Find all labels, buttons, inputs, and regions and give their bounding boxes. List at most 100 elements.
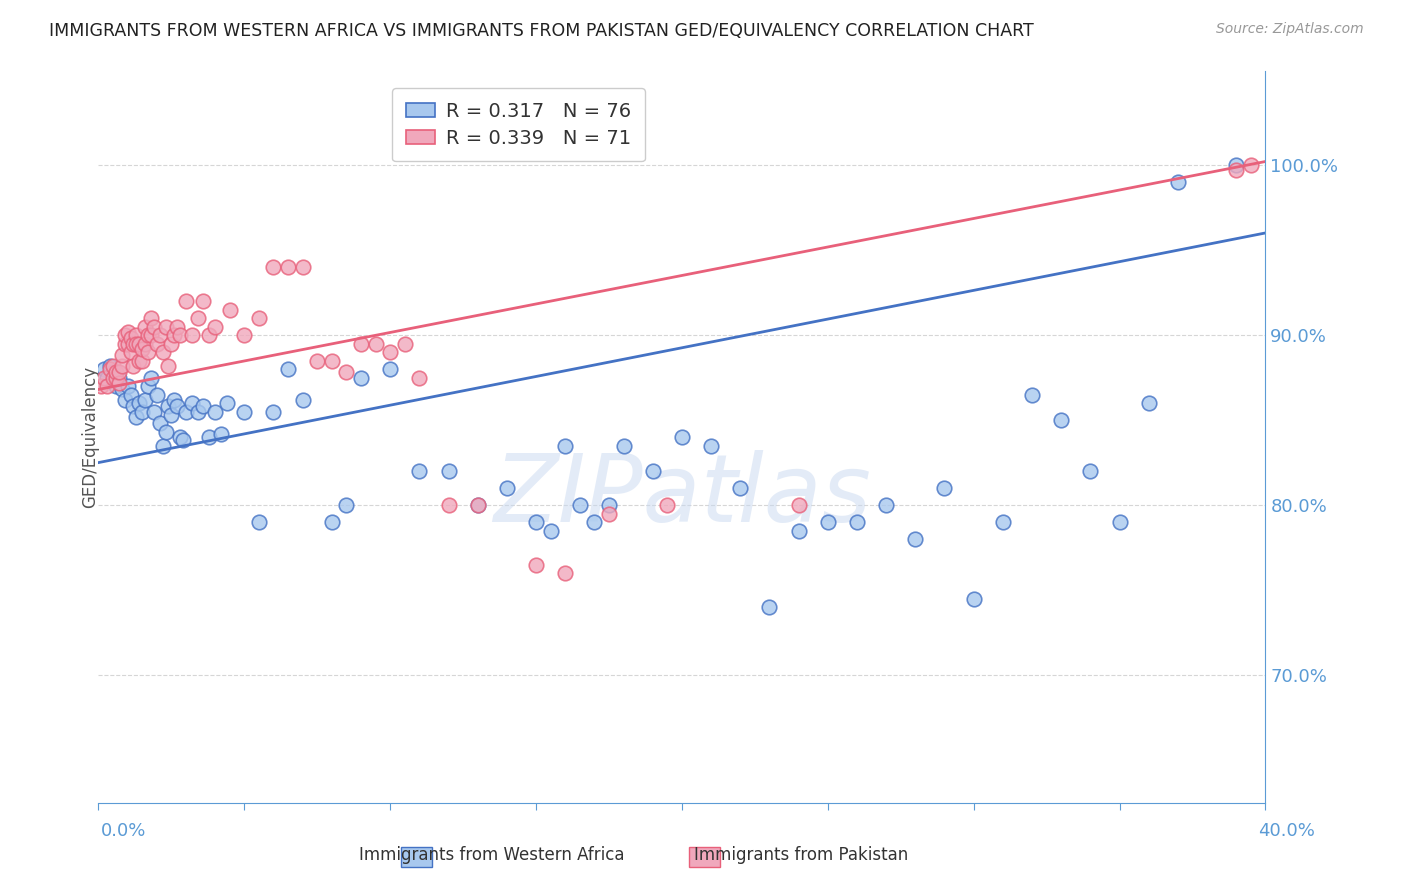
Point (307, 353, 329, 368)
Point (172, 434, 194, 448)
Point (1167, 175, 1189, 189)
Point (131, 404, 153, 418)
Text: Source: ZipAtlas.com: Source: ZipAtlas.com (1216, 22, 1364, 37)
Point (139, 311, 162, 326)
Point (277, 260, 299, 274)
Point (233, 328, 256, 343)
Point (554, 566, 576, 581)
Point (1050, 413, 1073, 427)
Point (152, 439, 174, 453)
Point (169, 328, 191, 343)
Point (1080, 464, 1102, 478)
Point (524, 558, 547, 572)
Point (174, 404, 197, 418)
Point (122, 359, 145, 373)
Point (380, 345, 402, 359)
Text: 40.0%: 40.0% (1258, 822, 1315, 840)
Point (142, 319, 165, 334)
Point (1240, 158, 1263, 172)
Point (160, 408, 183, 422)
Point (114, 328, 136, 343)
Point (215, 396, 238, 410)
Point (108, 366, 131, 380)
Point (247, 515, 270, 529)
Point (437, 498, 460, 512)
Point (146, 387, 169, 401)
Point (291, 392, 314, 407)
Point (350, 336, 373, 351)
Point (180, 396, 202, 410)
Point (163, 392, 186, 407)
Point (187, 404, 209, 418)
Point (568, 498, 591, 512)
Point (467, 498, 489, 512)
Point (540, 524, 562, 538)
Point (1225, 158, 1247, 172)
Point (98, 362, 121, 376)
Point (157, 359, 180, 373)
Point (155, 425, 177, 439)
Point (131, 353, 153, 368)
Text: Immigrants from Pakistan: Immigrants from Pakistan (695, 846, 908, 863)
Point (120, 345, 142, 359)
Point (120, 331, 142, 345)
Point (817, 515, 839, 529)
Point (583, 515, 606, 529)
Point (408, 464, 430, 478)
Point (730, 481, 752, 495)
Point (96, 379, 118, 393)
Point (139, 370, 162, 384)
Point (136, 345, 159, 359)
Point (122, 400, 145, 414)
Point (101, 366, 124, 380)
Point (108, 376, 131, 390)
Point (962, 591, 984, 606)
Point (875, 498, 897, 512)
Point (136, 379, 159, 393)
Point (142, 404, 165, 418)
Point (1021, 387, 1043, 401)
Point (111, 359, 134, 373)
Point (193, 293, 215, 308)
Legend: R = 0.317   N = 76, R = 0.339   N = 71: R = 0.317 N = 76, R = 0.339 N = 71 (392, 88, 645, 161)
Point (131, 342, 153, 356)
Point (204, 319, 226, 334)
Point (233, 404, 256, 418)
Point (350, 370, 373, 384)
Point (96, 370, 118, 384)
Point (139, 328, 162, 343)
Point (321, 353, 343, 368)
Point (904, 532, 927, 546)
Point (152, 345, 174, 359)
Point (180, 328, 202, 343)
Point (1137, 396, 1160, 410)
Point (193, 400, 215, 414)
Point (321, 515, 343, 529)
Point (198, 430, 221, 444)
Point (846, 515, 869, 529)
Point (101, 370, 124, 384)
Point (612, 439, 634, 453)
Point (146, 336, 169, 351)
Point (125, 409, 148, 424)
Point (104, 366, 127, 380)
Point (262, 260, 284, 274)
Point (128, 353, 150, 368)
Point (114, 336, 136, 351)
Point (101, 359, 124, 373)
Point (394, 336, 416, 351)
Point (174, 293, 197, 308)
Point (187, 311, 209, 326)
Point (554, 439, 576, 453)
Point (136, 328, 159, 343)
Point (134, 392, 156, 407)
Point (111, 383, 134, 397)
Point (934, 481, 956, 495)
Point (641, 464, 664, 478)
Point (149, 328, 172, 343)
Point (496, 481, 519, 495)
Point (93, 370, 115, 384)
Point (125, 336, 148, 351)
Point (1225, 163, 1247, 178)
Point (166, 400, 188, 414)
